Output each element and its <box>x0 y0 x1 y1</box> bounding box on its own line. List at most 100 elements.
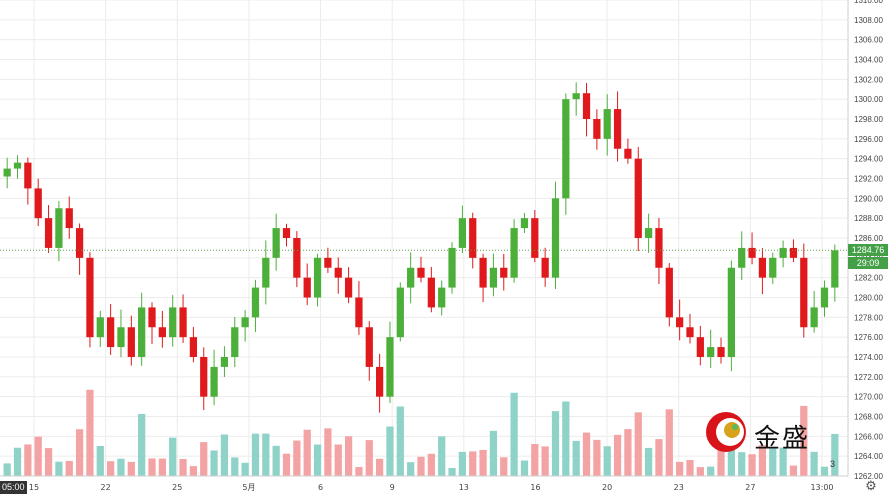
volume-bar <box>831 433 839 476</box>
y-tick-label: 1282.00 <box>854 274 883 283</box>
volume-bar <box>717 441 725 476</box>
y-tick-label: 1266.00 <box>854 432 883 441</box>
candle-down <box>158 327 166 338</box>
y-tick-label: 1306.00 <box>854 36 883 45</box>
volume-bar <box>220 434 229 476</box>
y-axis: 1262.00 1264.00 1266.00 1268.00 1270.00 1272.… <box>847 0 883 481</box>
volume-bar <box>562 401 570 476</box>
volume-bar <box>13 447 22 476</box>
candle-down <box>34 188 42 219</box>
volume-bar <box>448 467 456 476</box>
x-axis: 15 22 25 5月 6 9 13 16 20 23 27 13:00 <box>0 475 848 492</box>
volume-bar <box>200 442 208 476</box>
volume-bar <box>386 426 394 476</box>
y-tick-label: 1262.00 <box>854 472 883 481</box>
x-tick-label: 25 <box>172 483 182 492</box>
y-tick-label: 1286.00 <box>854 234 883 243</box>
candle-down <box>86 257 94 338</box>
volume-bar <box>789 465 798 476</box>
candle-down <box>179 307 187 338</box>
candle-down <box>676 317 684 328</box>
volume-bar <box>458 451 467 476</box>
volume-bar <box>303 429 311 476</box>
volume-bar <box>469 451 477 476</box>
candle-up <box>55 208 63 248</box>
volume-bar <box>707 466 715 476</box>
candle-up <box>272 228 280 258</box>
volume-bar <box>769 448 777 476</box>
candle-up <box>313 257 322 298</box>
x-tick-label: 23 <box>674 483 684 492</box>
y-tick-label: 1268.00 <box>854 413 883 422</box>
y-tick-label: 1296.00 <box>854 135 883 144</box>
x-tick-label: 5月 <box>242 483 255 492</box>
x-tick-label: 13 <box>459 483 469 492</box>
x-tick-label: 22 <box>101 483 111 492</box>
gear-icon[interactable]: ⚙ <box>865 478 877 493</box>
volume-bar <box>510 392 518 476</box>
y-tick-label: 1264.00 <box>854 452 883 461</box>
candle-down <box>334 267 342 278</box>
x-tick-label: 27 <box>745 483 755 492</box>
x-tick-label: 15 <box>29 483 39 492</box>
candle-down <box>541 257 549 278</box>
volume-bar <box>644 447 653 476</box>
candle-down <box>582 93 591 119</box>
y-tick-label: 1292.00 <box>854 175 883 184</box>
volume-bar <box>686 459 694 476</box>
logo-emblem-icon <box>706 412 746 452</box>
candle-up <box>96 317 104 338</box>
us-flag-icon[interactable]: 3 <box>830 456 852 472</box>
volume-bar <box>582 432 591 476</box>
volume-bar <box>3 463 11 476</box>
candle-up <box>13 162 22 169</box>
volume-bar <box>86 389 94 476</box>
candle-up <box>262 257 270 288</box>
volume-bar <box>55 461 63 476</box>
volume-bar <box>179 459 187 476</box>
candle-up <box>396 287 404 338</box>
volume-bar <box>169 437 177 476</box>
flag-count: 3 <box>830 459 836 469</box>
crosshair-time-badge: 05:00 <box>0 481 27 494</box>
candle-up <box>738 247 746 268</box>
bar-countdown-label: 29:09 <box>848 257 888 269</box>
volume-bar <box>34 436 42 476</box>
candle-up <box>572 93 580 100</box>
candle-down <box>200 357 208 397</box>
candle-down <box>417 267 425 278</box>
volume-bar <box>479 449 487 476</box>
candle-up <box>779 247 787 258</box>
y-tick-label: 1300.00 <box>854 95 883 104</box>
y-tick-label: 1298.00 <box>854 115 883 124</box>
candle-down <box>748 247 756 258</box>
volume-bar <box>251 433 260 476</box>
candle-down <box>282 228 291 238</box>
y-tick-label: 1310.00 <box>854 0 883 5</box>
volume-bar <box>355 467 363 476</box>
candle-up <box>231 327 239 357</box>
volume-bar <box>44 448 53 476</box>
candle-down <box>613 109 622 149</box>
candle-up <box>3 168 11 177</box>
candle-down <box>686 327 694 338</box>
candle-up <box>448 247 456 288</box>
volume-bar <box>665 409 673 476</box>
candle-down <box>324 257 332 268</box>
volume-bar <box>117 458 125 476</box>
candle-down <box>303 277 311 298</box>
y-tick-label: 1278.00 <box>854 313 883 322</box>
volume-bar <box>738 452 746 476</box>
logo-text: 金盛 <box>754 424 811 454</box>
volume-bar <box>324 428 332 476</box>
volume-bar <box>313 444 322 476</box>
volume-bar <box>127 461 135 476</box>
volume-bar <box>407 462 415 476</box>
grid-lines <box>0 0 848 477</box>
volume-bar <box>210 450 218 476</box>
y-tick-label: 1304.00 <box>854 56 883 65</box>
candle-up <box>644 228 653 238</box>
volume-bar <box>75 429 84 476</box>
candle-down <box>758 257 767 278</box>
